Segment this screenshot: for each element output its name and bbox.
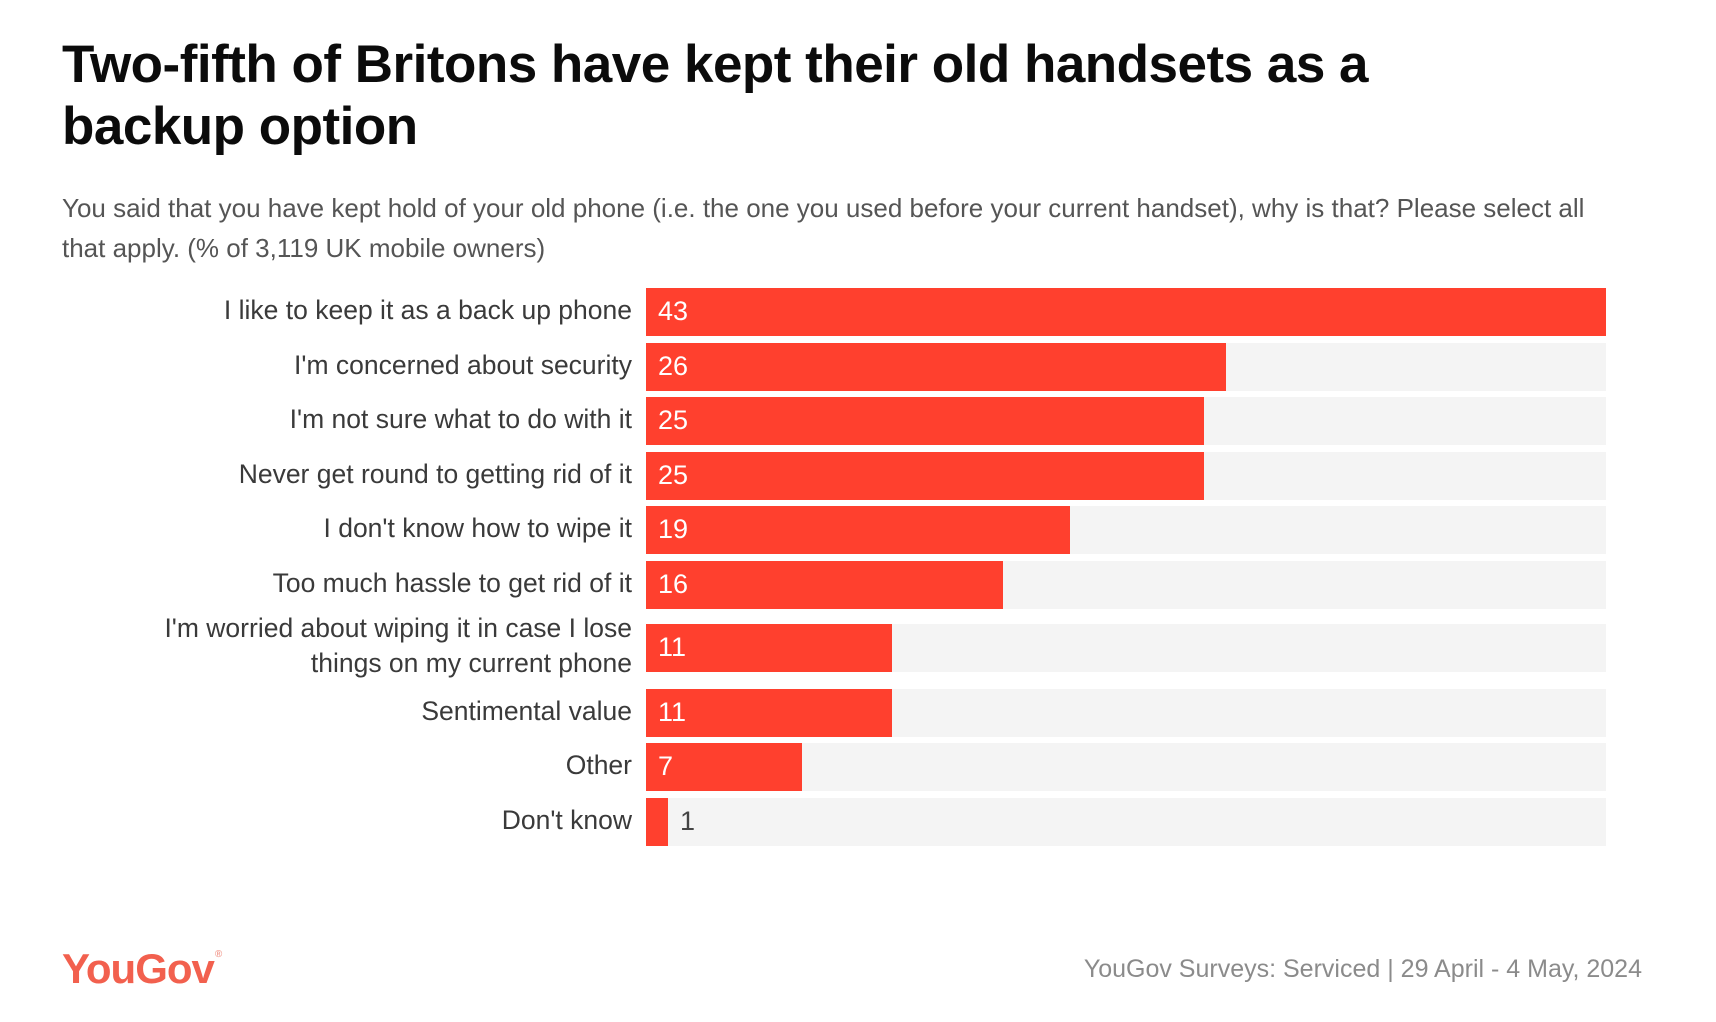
yougov-logo: YouGov® — [62, 945, 222, 993]
registered-mark: ® — [214, 949, 222, 960]
category-label-line: Never get round to getting rid of it — [238, 458, 632, 489]
data-label: 26 — [658, 351, 689, 381]
bar — [646, 452, 1204, 500]
category-label: Other — [566, 748, 632, 783]
category-label-line: I'm concerned about security — [294, 349, 632, 380]
bar — [646, 343, 1226, 391]
bar-track — [646, 743, 1606, 791]
data-label: 11 — [658, 697, 687, 727]
chart-title: Two-fifth of Britons have kept their old… — [62, 35, 1369, 156]
bar — [646, 798, 668, 846]
bar — [646, 743, 802, 791]
data-label: 11 — [658, 632, 687, 662]
data-label: 1 — [680, 806, 696, 836]
data-label: 19 — [658, 514, 689, 544]
data-label: 43 — [658, 296, 689, 326]
category-label-line: I'm not sure what to do with it — [289, 403, 632, 434]
category-label-line: I don't know how to wipe it — [323, 512, 632, 543]
category-label: I'm concerned about security — [294, 348, 632, 383]
category-label-line: things on my current phone — [310, 648, 632, 678]
data-label: 7 — [658, 751, 674, 781]
chart-subtitle: You said that you have kept hold of your… — [62, 193, 1585, 263]
category-label-line: Other — [565, 749, 632, 780]
bar — [646, 689, 892, 737]
bar-chart: I like to keep it as a back up phone 43 I'… — [0, 288, 1716, 910]
source-note: YouGov Surveys: Serviced | 29 April - 4 … — [1083, 955, 1642, 983]
bar — [646, 561, 1003, 609]
category-label-line: Too much hassle to get rid of it — [272, 567, 632, 598]
category-label: Don't know — [502, 803, 632, 838]
category-label: I don't know how to wipe it — [323, 511, 632, 546]
bar — [646, 624, 892, 672]
brand-name: YouGov — [62, 945, 215, 992]
bar-track — [646, 798, 1606, 846]
bar — [646, 397, 1204, 445]
category-label: I'm not sure what to do with it — [290, 402, 632, 437]
data-label: 25 — [658, 405, 689, 435]
bar — [646, 506, 1070, 554]
category-label: I like to keep it as a back up phone — [224, 293, 632, 328]
category-label: Never get round to getting rid of it — [239, 457, 632, 492]
category-label: I'm worried about wiping it in case I lo… — [164, 611, 632, 681]
category-label-line: Sentimental value — [421, 695, 632, 726]
category-label: Too much hassle to get rid of it — [273, 566, 632, 601]
category-label-line: I like to keep it as a back up phone — [223, 294, 632, 325]
data-label: 25 — [658, 460, 689, 490]
data-label: 16 — [658, 569, 689, 599]
category-label-line: I'm worried about wiping it in case I lo… — [164, 613, 632, 643]
bar — [646, 288, 1606, 336]
category-label: Sentimental value — [421, 694, 632, 729]
category-label-line: Don't know — [501, 804, 632, 835]
